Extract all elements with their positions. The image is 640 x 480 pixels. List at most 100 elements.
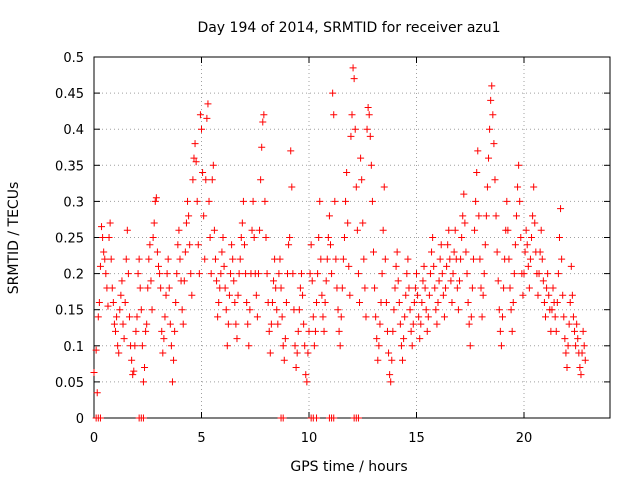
data-point (388, 356, 396, 364)
data-point (190, 154, 198, 162)
data-point (503, 197, 511, 205)
data-point (504, 226, 512, 234)
data-point (536, 248, 544, 256)
data-point (461, 219, 469, 227)
data-point (332, 255, 340, 263)
data-point (161, 313, 169, 321)
data-point (429, 234, 437, 241)
data-point (92, 346, 100, 354)
data-point (540, 298, 548, 306)
data-point (401, 313, 409, 321)
data-point (139, 414, 147, 422)
data-point (234, 291, 242, 299)
data-point (554, 270, 562, 278)
data-point (340, 234, 348, 241)
data-point (322, 277, 330, 285)
data-point (292, 363, 300, 371)
data-point (370, 248, 377, 256)
x-tick-label: 0 (90, 431, 98, 446)
data-point (173, 270, 181, 278)
data-point (576, 363, 584, 371)
data-point (144, 284, 152, 292)
data-point (256, 226, 264, 234)
data-point (351, 125, 359, 133)
data-point (481, 241, 489, 249)
data-point (476, 255, 484, 263)
data-point (223, 342, 231, 350)
data-point (128, 356, 136, 364)
data-point (475, 212, 483, 220)
data-point (100, 248, 108, 256)
data-point (534, 291, 542, 299)
data-point (573, 320, 581, 328)
data-point (171, 327, 179, 335)
data-point (152, 194, 160, 202)
data-point (456, 277, 463, 285)
data-point (219, 234, 227, 241)
data-point (273, 306, 281, 314)
data-point (551, 313, 559, 321)
data-point (267, 320, 275, 328)
data-point (193, 197, 201, 205)
data-point (330, 414, 338, 422)
data-point (316, 197, 324, 205)
data-point (220, 262, 228, 270)
data-point (442, 284, 450, 292)
data-point (399, 356, 407, 364)
data-point (262, 234, 270, 241)
data-point (346, 291, 354, 299)
data-point (354, 414, 362, 422)
data-point (308, 277, 316, 285)
data-point (549, 284, 557, 292)
data-point (304, 349, 312, 357)
data-point (425, 291, 433, 299)
data-point (538, 255, 546, 263)
data-point (378, 270, 386, 278)
data-point (548, 306, 556, 314)
data-point (561, 335, 569, 343)
data-point (153, 248, 161, 256)
data-point (552, 327, 560, 335)
data-point (201, 255, 209, 263)
data-point (249, 197, 257, 205)
y-tick-label: 0.25 (55, 232, 84, 247)
data-point (188, 291, 196, 299)
data-point (553, 298, 561, 306)
data-point (348, 111, 356, 119)
data-point (450, 248, 458, 256)
data-point (306, 270, 314, 278)
data-point (232, 320, 240, 328)
data-point (146, 241, 154, 249)
data-point (158, 327, 166, 335)
data-point (311, 327, 319, 335)
data-point (359, 219, 367, 227)
x-axis-label: GPS time / hours (290, 459, 407, 475)
data-point (363, 125, 371, 133)
data-point (248, 226, 256, 234)
data-point (426, 270, 434, 278)
data-point (110, 320, 118, 328)
data-point (364, 104, 372, 112)
data-point (491, 176, 499, 184)
data-point (145, 255, 153, 263)
data-point (202, 176, 210, 184)
data-point (291, 342, 299, 350)
data-point (313, 298, 321, 306)
data-point (109, 298, 117, 306)
data-point (514, 183, 522, 191)
data-point (287, 147, 295, 155)
y-tick-label: 0.15 (55, 304, 84, 319)
data-point (467, 313, 475, 321)
data-point (468, 284, 476, 292)
data-point (445, 226, 453, 234)
data-point (319, 313, 327, 321)
data-point (113, 313, 121, 321)
data-point (433, 320, 441, 328)
data-point (520, 270, 528, 278)
y-tick-label: 0.4 (63, 123, 84, 138)
data-point (558, 255, 566, 263)
data-point (577, 371, 585, 379)
data-point (400, 335, 408, 343)
data-point (436, 255, 444, 263)
data-point (214, 313, 222, 321)
